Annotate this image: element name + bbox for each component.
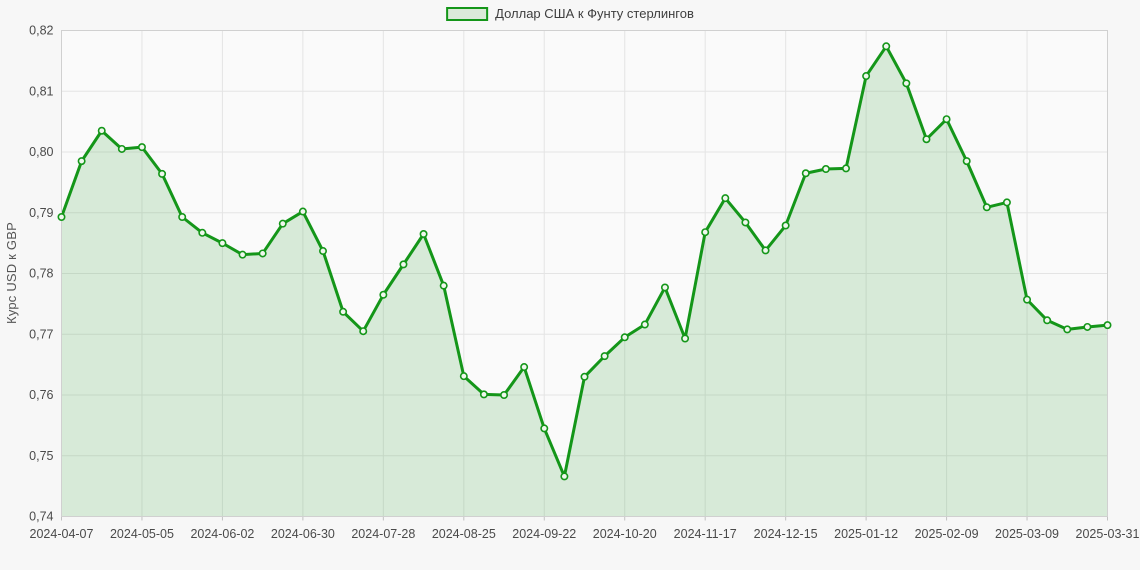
data-point-marker[interactable]: [1063, 325, 1072, 334]
data-point-marker[interactable]: [238, 250, 247, 259]
data-point-marker[interactable]: [77, 157, 86, 166]
data-point-marker[interactable]: [198, 228, 207, 237]
data-point-marker[interactable]: [439, 281, 448, 290]
data-point-marker[interactable]: [560, 472, 569, 481]
data-point-marker[interactable]: [419, 230, 428, 239]
data-point-marker[interactable]: [681, 334, 690, 343]
x-tick-label: 2025-03-31: [1076, 527, 1140, 541]
data-point-marker[interactable]: [137, 143, 146, 152]
legend-swatch-icon: [446, 6, 489, 21]
plot-border: [61, 30, 1108, 517]
y-tick-label: 0,79: [29, 206, 53, 220]
data-point-marker[interactable]: [721, 194, 730, 203]
legend-label: Доллар США к Фунту стерлингов: [495, 6, 694, 21]
x-tick-label: 2024-10-20: [593, 527, 657, 541]
data-point-marker[interactable]: [1043, 316, 1052, 325]
data-point-marker[interactable]: [741, 218, 750, 227]
data-point-marker[interactable]: [97, 126, 106, 135]
x-tick-label: 2024-07-28: [351, 527, 415, 541]
data-point-marker[interactable]: [640, 320, 649, 329]
data-point-marker[interactable]: [298, 207, 307, 216]
x-tick-label: 2024-09-22: [512, 527, 576, 541]
data-point-marker[interactable]: [862, 72, 871, 81]
data-point-marker[interactable]: [660, 283, 669, 292]
data-point-marker[interactable]: [902, 79, 911, 88]
x-tick-label: 2025-01-12: [834, 527, 898, 541]
data-point-marker[interactable]: [117, 144, 126, 153]
x-tick-label: 2025-03-09: [995, 527, 1059, 541]
y-tick-label: 0,75: [29, 449, 53, 463]
data-point-marker[interactable]: [278, 219, 287, 228]
x-tick-label: 2024-12-15: [754, 527, 818, 541]
data-point-marker[interactable]: [178, 213, 187, 222]
data-point-marker[interactable]: [258, 249, 267, 258]
x-tick-label: 2024-04-07: [30, 527, 94, 541]
data-point-marker[interactable]: [359, 327, 368, 336]
data-point-marker[interactable]: [318, 247, 327, 256]
x-tick-label: 2024-06-30: [271, 527, 335, 541]
data-point-marker[interactable]: [1002, 198, 1011, 207]
data-point-marker[interactable]: [620, 333, 629, 342]
data-point-marker[interactable]: [57, 213, 66, 222]
x-tick-label: 2024-11-17: [674, 527, 737, 541]
data-point-marker[interactable]: [922, 135, 931, 144]
y-tick-label: 0,77: [29, 327, 53, 341]
data-point-marker[interactable]: [841, 164, 850, 173]
x-tick-label: 2024-08-25: [432, 527, 496, 541]
y-tick-label: 0,74: [29, 510, 53, 524]
data-point-marker[interactable]: [379, 290, 388, 299]
data-point-marker[interactable]: [982, 203, 991, 212]
y-tick-label: 0,80: [29, 145, 53, 159]
data-point-marker[interactable]: [801, 169, 810, 178]
x-tick-label: 2024-05-05: [110, 527, 174, 541]
data-point-marker[interactable]: [158, 169, 167, 178]
data-point-marker[interactable]: [1083, 322, 1092, 331]
data-point-marker[interactable]: [500, 390, 509, 399]
y-tick-label: 0,76: [29, 388, 53, 402]
data-point-marker[interactable]: [218, 239, 227, 248]
data-point-marker[interactable]: [821, 165, 830, 174]
data-point-marker[interactable]: [540, 424, 549, 433]
data-point-marker[interactable]: [1103, 321, 1112, 330]
data-point-marker[interactable]: [781, 221, 790, 230]
data-point-marker[interactable]: [399, 260, 408, 269]
y-tick-label: 0,82: [29, 24, 53, 38]
data-point-marker[interactable]: [339, 307, 348, 316]
y-tick-label: 0,78: [29, 267, 53, 281]
data-point-marker[interactable]: [701, 228, 710, 237]
data-point-marker[interactable]: [580, 372, 589, 381]
legend-item[interactable]: Доллар США к Фунту стерлингов: [446, 6, 694, 21]
x-tick-label: 2025-02-09: [915, 527, 979, 541]
data-point-marker[interactable]: [600, 352, 609, 361]
data-point-marker[interactable]: [520, 363, 529, 372]
y-axis-title: Курс USD к GBP: [4, 222, 19, 324]
y-tick-label: 0,81: [29, 84, 53, 98]
data-point-marker[interactable]: [882, 42, 891, 51]
data-point-marker[interactable]: [459, 372, 468, 381]
data-point-marker[interactable]: [1023, 295, 1032, 304]
data-point-marker[interactable]: [942, 115, 951, 124]
x-tick-label: 2024-06-02: [190, 527, 254, 541]
data-point-marker[interactable]: [479, 390, 488, 399]
area-fill: [61, 46, 1108, 517]
data-point-marker[interactable]: [962, 157, 971, 166]
data-point-marker[interactable]: [761, 246, 770, 255]
